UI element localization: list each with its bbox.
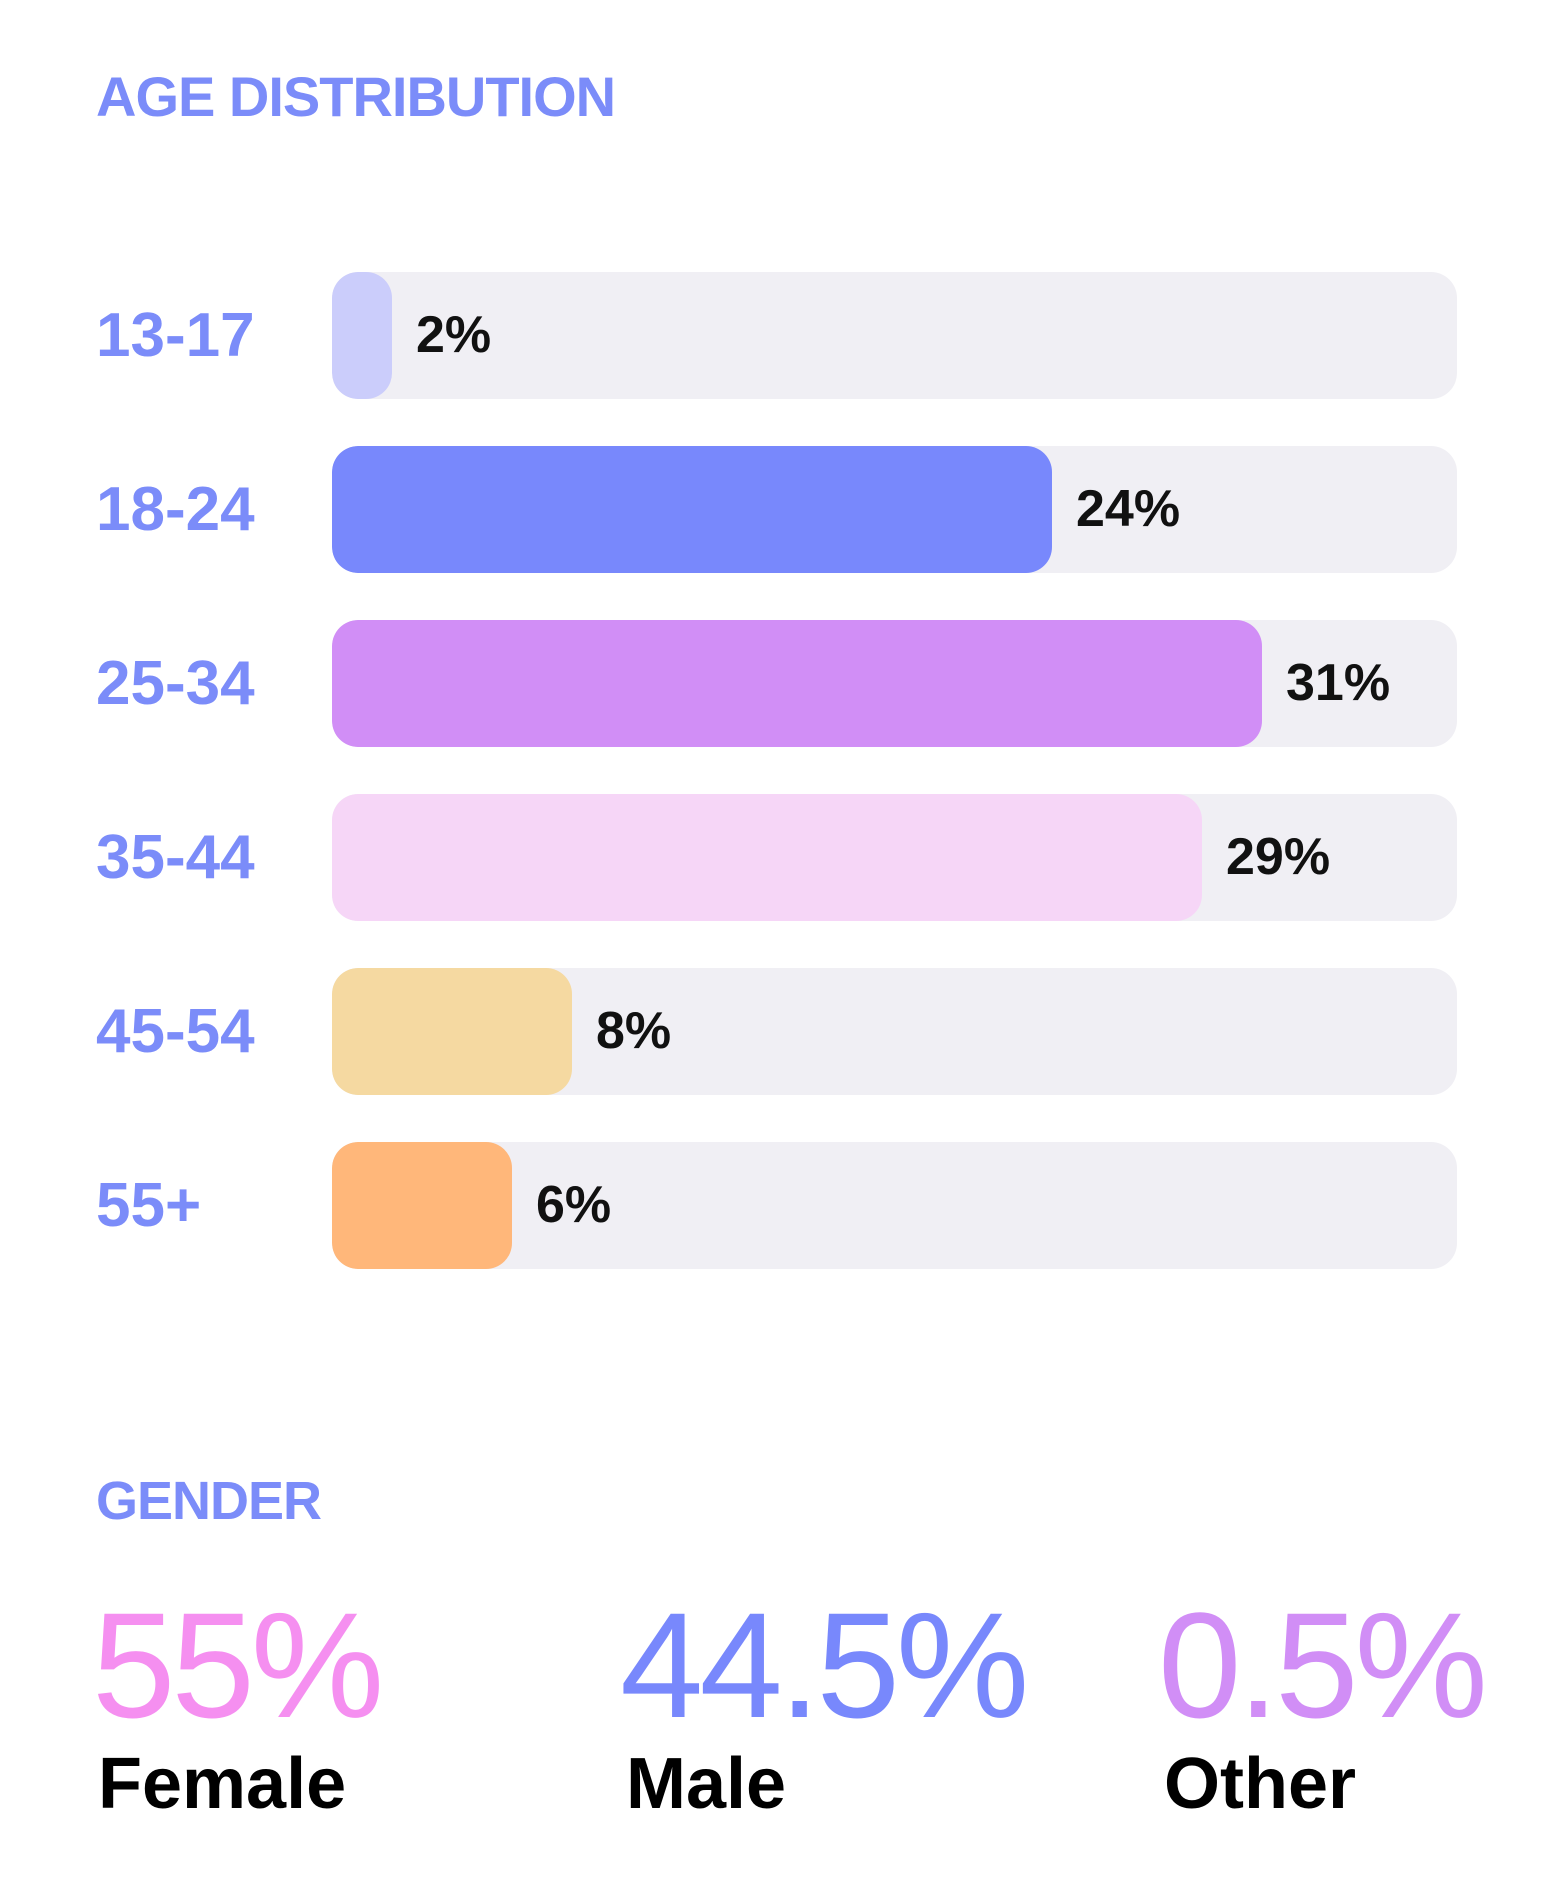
category-label: 35-44 bbox=[96, 823, 255, 892]
female-label: Female bbox=[98, 1744, 347, 1824]
bar-fill bbox=[332, 794, 1202, 921]
bar-fill bbox=[332, 446, 1052, 573]
female-percentage: 55% bbox=[92, 1581, 384, 1749]
age-bar-row: 55+ 6% bbox=[0, 1142, 1560, 1269]
bar-track: 29% bbox=[332, 794, 1457, 921]
gender-stat-other: 0.5% Other bbox=[1158, 1581, 1488, 1824]
bar-fill bbox=[332, 968, 572, 1095]
age-bar-row: 45-54 8% bbox=[0, 968, 1560, 1095]
bar-track: 6% bbox=[332, 1142, 1457, 1269]
category-label: 18-24 bbox=[96, 475, 255, 544]
gender-stat-female: 55% Female bbox=[92, 1581, 384, 1824]
age-bar-row: 13-17 2% bbox=[0, 272, 1560, 399]
bar-fill bbox=[332, 1142, 512, 1269]
bar-track: 8% bbox=[332, 968, 1457, 1095]
age-distribution-title: AGE DISTRIBUTION bbox=[96, 65, 616, 128]
category-label: 55+ bbox=[96, 1171, 202, 1240]
bar-track: 2% bbox=[332, 272, 1457, 399]
age-bar-row: 18-24 24% bbox=[0, 446, 1560, 573]
bar-track: 24% bbox=[332, 446, 1457, 573]
gender-title: GENDER bbox=[96, 1471, 322, 1531]
age-bar-row: 35-44 29% bbox=[0, 794, 1560, 921]
bar-value-label: 2% bbox=[416, 306, 492, 364]
bar-fill bbox=[332, 272, 392, 399]
male-percentage: 44.5% bbox=[620, 1581, 1029, 1749]
category-label: 25-34 bbox=[96, 649, 255, 718]
gender-stat-male: 44.5% Male bbox=[620, 1581, 1029, 1824]
male-label: Male bbox=[626, 1744, 787, 1824]
age-distribution-chart: 13-17 2% 18-24 24% 25-34 31% 35-44 29% 45-54 8% 55… bbox=[0, 272, 1560, 1269]
age-bar-row: 25-34 31% bbox=[0, 620, 1560, 747]
bar-value-label: 29% bbox=[1226, 828, 1331, 886]
bar-track: 31% bbox=[332, 620, 1457, 747]
bar-value-label: 31% bbox=[1286, 654, 1391, 712]
bar-value-label: 8% bbox=[596, 1002, 672, 1060]
other-label: Other bbox=[1164, 1744, 1357, 1824]
other-percentage: 0.5% bbox=[1158, 1581, 1488, 1749]
bar-value-label: 6% bbox=[536, 1176, 612, 1234]
category-label: 45-54 bbox=[96, 997, 255, 1066]
bar-value-label: 24% bbox=[1076, 480, 1181, 538]
category-label: 13-17 bbox=[96, 301, 255, 370]
bar-fill bbox=[332, 620, 1262, 747]
